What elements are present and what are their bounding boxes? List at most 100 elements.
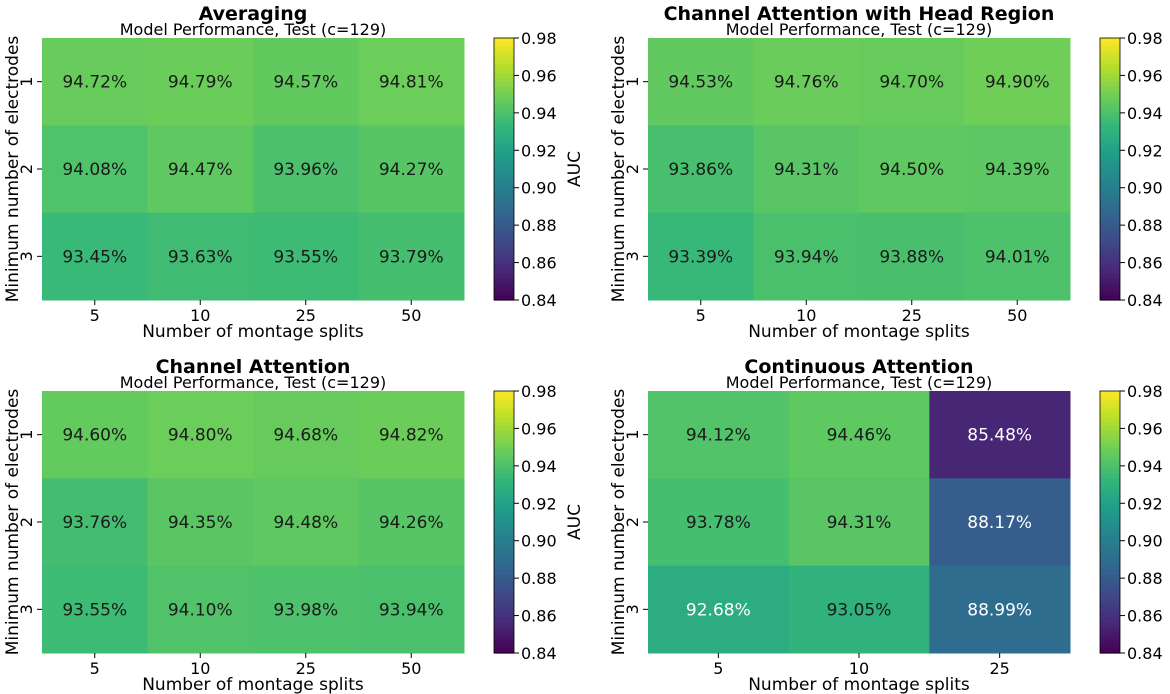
cell-value-label: 94.35%	[168, 513, 233, 533]
y-tick-label: 1	[17, 430, 36, 440]
cell-value-label: 93.86%	[668, 160, 733, 180]
x-tick-label: 25	[989, 659, 1009, 678]
colorbar-segment	[494, 578, 514, 584]
colorbar-segment	[494, 247, 514, 253]
colorbar-segment	[1100, 500, 1120, 506]
colorbar-tick-label: 0.88	[1127, 569, 1163, 588]
colorbar-segment	[494, 169, 514, 174]
colorbar-segment	[1100, 404, 1120, 410]
colorbar-segment	[494, 190, 514, 196]
y-axis-label: Minimum number of electrodes	[609, 389, 629, 656]
x-tick-label: 25	[296, 306, 316, 325]
colorbar-segment	[494, 517, 514, 523]
colorbar-tick-label: 0.94	[1127, 457, 1163, 476]
colorbar-segment	[1100, 591, 1120, 597]
colorbar-segment	[1100, 491, 1120, 497]
colorbar-segment	[1100, 164, 1120, 170]
heatmap-cell	[358, 391, 465, 479]
heatmap-cell	[788, 391, 930, 479]
colorbar-segment	[1100, 613, 1120, 619]
colorbar-segment	[1100, 173, 1120, 179]
colorbar-segment	[494, 465, 514, 471]
colorbar-segment	[494, 434, 514, 440]
cell-value-label: 94.82%	[379, 426, 444, 446]
colorbar-segment	[494, 539, 514, 545]
colorbar-segment	[1100, 604, 1120, 610]
colorbar-segment	[494, 570, 514, 575]
colorbar-segment	[1100, 460, 1120, 466]
heatmap-cell	[788, 565, 930, 654]
colorbar-tick-label: 0.86	[521, 607, 557, 626]
colorbar-segment	[1100, 265, 1120, 271]
colorbar-segment	[1100, 190, 1120, 196]
colorbar-segment	[494, 460, 514, 466]
colorbar-tick-label: 0.92	[1127, 141, 1163, 160]
cell-value-label: 93.55%	[273, 247, 338, 267]
colorbar-segment	[494, 203, 514, 209]
colorbar-segment	[1100, 42, 1120, 48]
colorbar-segment	[1100, 51, 1120, 57]
colorbar-segment	[494, 225, 514, 231]
heatmap-cell	[358, 478, 465, 567]
colorbar-segment	[1100, 565, 1120, 571]
heatmap-cell	[358, 212, 465, 301]
panel-subtitle: Model Performance, Test (c=129)	[726, 373, 993, 392]
colorbar-segment	[494, 99, 514, 105]
y-tick-label: 1	[623, 77, 642, 87]
colorbar-segment	[1100, 535, 1120, 541]
colorbar-segment	[1100, 46, 1120, 52]
heatmap-cell	[42, 38, 148, 126]
panel-title: Channel Attention with Head Region	[664, 3, 1055, 25]
cell-value-label: 93.96%	[273, 160, 338, 180]
heatmap-cell	[648, 125, 754, 214]
x-axis-label: Number of montage splits	[748, 322, 970, 342]
colorbar-tick-label: 0.88	[521, 216, 557, 235]
colorbar-segment	[494, 391, 514, 396]
y-tick-label: 1	[623, 430, 642, 440]
colorbar-segment	[494, 151, 514, 157]
colorbar-segment	[494, 212, 514, 218]
colorbar-segment	[1100, 609, 1120, 615]
colorbar-tick-label: 0.98	[1127, 382, 1163, 401]
colorbar-segment	[494, 604, 514, 610]
colorbar-segment	[1100, 478, 1120, 484]
colorbar-tick-label: 0.98	[1127, 29, 1163, 48]
cell-value-label: 93.79%	[379, 247, 444, 267]
colorbar-segment	[1100, 203, 1120, 209]
x-tick-label: 25	[296, 659, 316, 678]
cell-value-label: 93.45%	[62, 247, 127, 267]
y-tick-label: 3	[17, 251, 36, 261]
colorbar-segment	[494, 430, 514, 436]
colorbar-segment	[494, 243, 514, 249]
colorbar-segment	[494, 125, 514, 131]
y-tick-label: 2	[623, 164, 642, 174]
colorbar-segment	[1100, 583, 1120, 589]
heatmap-cell	[788, 478, 930, 567]
y-tick-label: 3	[623, 604, 642, 614]
colorbar-segment	[1100, 482, 1120, 488]
cell-value-label: 94.81%	[379, 73, 444, 93]
colorbar-segment	[494, 504, 514, 510]
colorbar-segment	[494, 77, 514, 83]
colorbar-segment	[494, 90, 514, 96]
colorbar-segment	[1100, 151, 1120, 157]
cell-value-label: 94.79%	[168, 73, 233, 93]
colorbar-segment	[1100, 72, 1120, 78]
colorbar-segment	[494, 495, 514, 501]
heatmap-cell	[253, 478, 359, 567]
y-axis-label: Minimum number of electrodes	[3, 389, 23, 656]
colorbar-segment	[494, 535, 514, 541]
colorbar-segment	[494, 112, 514, 118]
colorbar-segment	[1100, 129, 1120, 135]
colorbar-segment	[494, 565, 514, 571]
colorbar-segment	[494, 456, 514, 462]
colorbar-segment	[1100, 495, 1120, 501]
colorbar-segment	[494, 443, 514, 449]
heatmap-cell	[253, 125, 359, 214]
cell-value-label: 93.94%	[379, 600, 444, 620]
colorbar-tick-label: 0.84	[521, 644, 557, 663]
colorbar-segment	[1100, 195, 1120, 201]
colorbar-segment	[494, 561, 514, 567]
heatmap-cell	[253, 212, 359, 301]
